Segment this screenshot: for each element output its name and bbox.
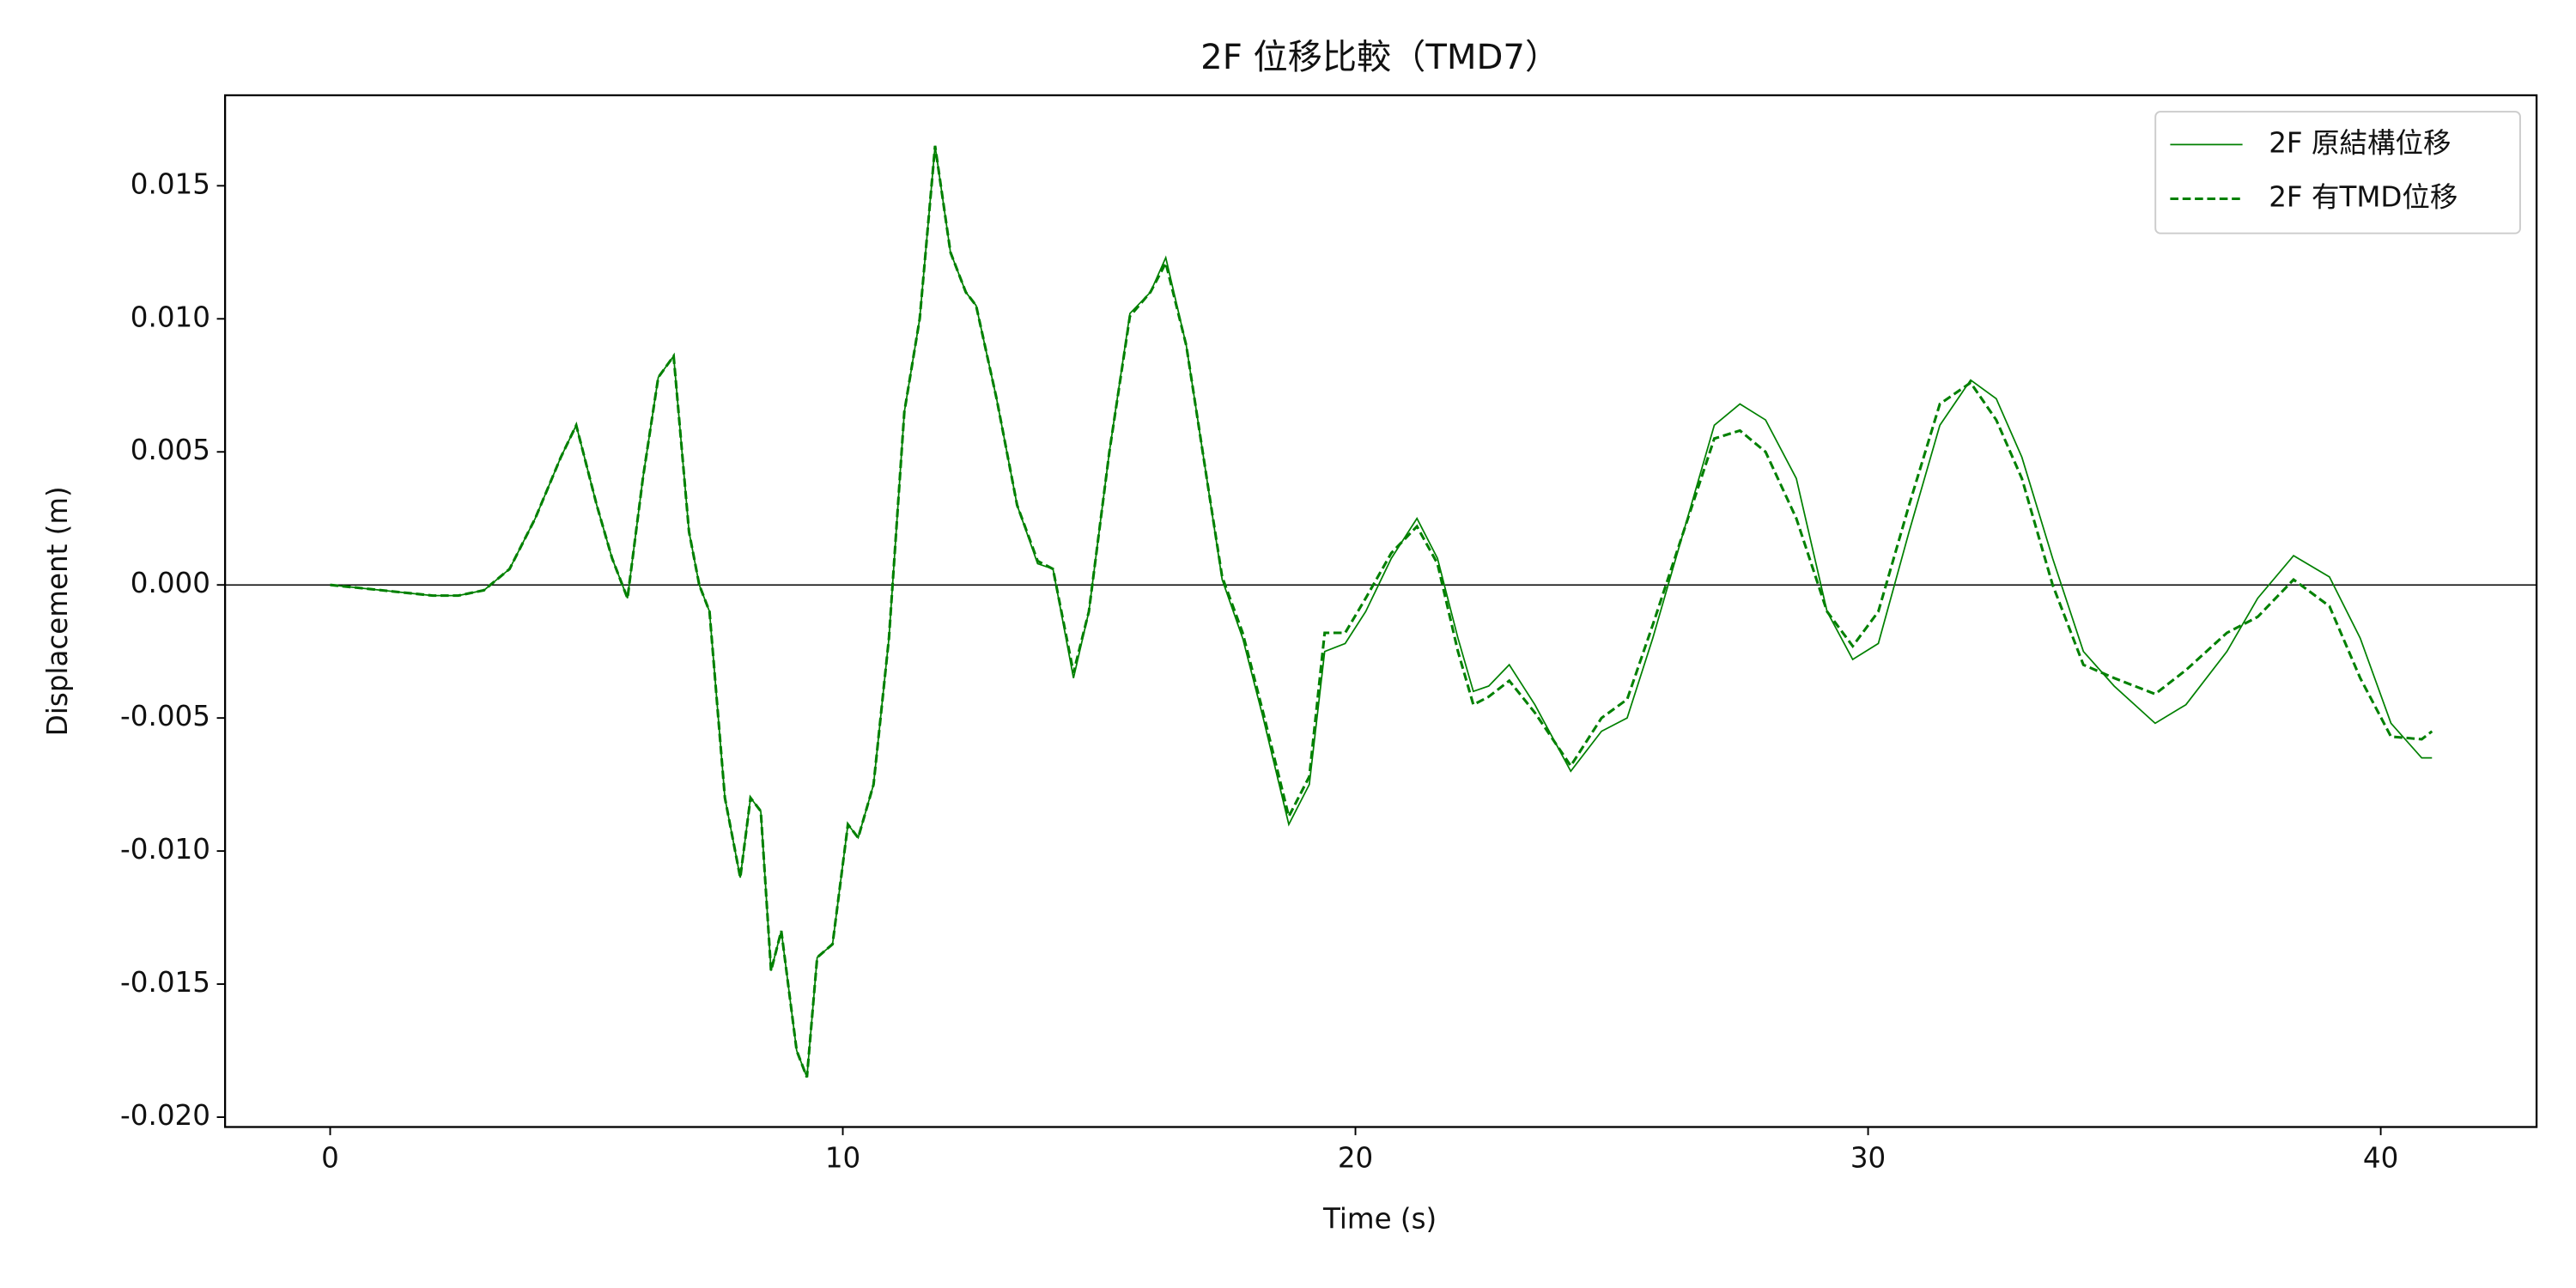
x-axis-label: Time (s) [1322, 1203, 1437, 1236]
x-tick-label: 20 [1338, 1142, 1373, 1175]
y-tick-label: 0.010 [131, 301, 210, 333]
x-tick-label: 0 [321, 1142, 339, 1175]
y-tick-label: -0.005 [120, 700, 210, 732]
series-line [330, 145, 2433, 1078]
legend-label: 2F 原結構位移 [2269, 126, 2451, 159]
y-tick-label: -0.015 [120, 966, 210, 999]
series-line [330, 145, 2433, 1078]
plot-frame [223, 94, 2538, 1128]
y-axis-label: Displacement (m) [41, 486, 74, 736]
legend-label: 2F 有TMD位移 [2269, 181, 2458, 214]
x-tick-label: 40 [2363, 1142, 2398, 1175]
y-tick-label: -0.020 [120, 1099, 210, 1132]
y-tick-label: -0.010 [120, 833, 210, 866]
legend-box [2154, 111, 2521, 234]
x-tick-label: 10 [825, 1142, 860, 1175]
y-tick-label: 0.000 [131, 567, 210, 599]
y-tick-label: 0.015 [131, 167, 210, 200]
chart-title: 2F 位移比較（TMD7） [1200, 38, 1559, 77]
x-tick-label: 30 [1850, 1142, 1886, 1175]
y-tick-label: 0.005 [131, 434, 210, 466]
legend: 2F 原結構位移 2F 有TMD位移 [2154, 111, 2521, 234]
